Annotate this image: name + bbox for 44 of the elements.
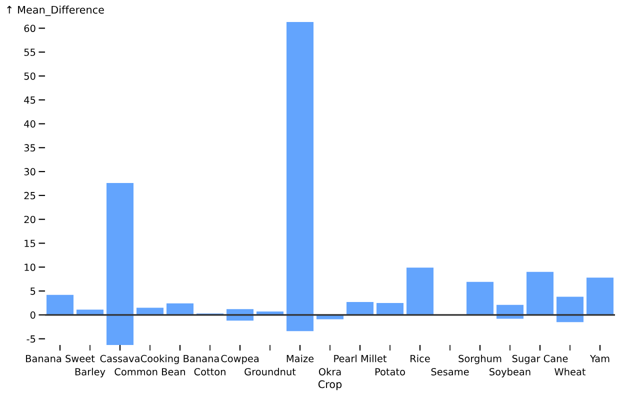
bar bbox=[406, 268, 434, 315]
y-tick-label: 45 bbox=[24, 96, 36, 104]
x-tick-label: Okra bbox=[318, 368, 341, 376]
x-tick-label: Wheat bbox=[554, 368, 586, 376]
bar bbox=[586, 278, 614, 315]
x-tick-label: Soybean bbox=[490, 368, 530, 378]
x-tick-label: Maize bbox=[286, 354, 314, 362]
x-tick-label: Yam bbox=[590, 355, 610, 362]
bar bbox=[496, 304, 524, 315]
x-tick-label: Sorghum bbox=[458, 354, 502, 364]
x-tick-label: Sugar Cane bbox=[512, 354, 568, 364]
y-tick-label: 0 bbox=[30, 311, 36, 319]
x-tick-label: Cooking Banana bbox=[140, 354, 219, 364]
y-tick-label: -5 bbox=[26, 335, 36, 343]
x-tick-label: Barley bbox=[75, 368, 106, 378]
x-tick-label: Cassava bbox=[100, 354, 140, 362]
y-tick-label: 50 bbox=[24, 72, 36, 80]
x-tick-label: Pearl Millet bbox=[334, 354, 387, 362]
y-tick-label: 20 bbox=[24, 216, 36, 224]
y-tick-label: 5 bbox=[30, 288, 36, 295]
x-tick-label: Common Bean bbox=[114, 368, 185, 376]
x-tick-label: Cotton bbox=[194, 368, 226, 376]
x-tick-label: Banana Sweet bbox=[26, 354, 95, 362]
y-tick-label: 40 bbox=[24, 120, 36, 128]
y-tick-label: 15 bbox=[24, 240, 36, 248]
x-tick-label: Potato bbox=[375, 368, 405, 376]
bar bbox=[166, 303, 194, 315]
y-tick-label: 60 bbox=[24, 24, 36, 32]
y-tick-label: 10 bbox=[24, 264, 36, 271]
y-axis-title: ↑ Mean_Difference bbox=[7, 6, 104, 16]
y-tick-label: 55 bbox=[24, 48, 36, 56]
bar bbox=[526, 272, 554, 315]
bar bbox=[46, 294, 74, 315]
bar bbox=[376, 302, 404, 315]
x-tick-label: Cowpea bbox=[221, 354, 259, 364]
x-tick-label: Rice bbox=[410, 354, 430, 362]
y-tick-label: 35 bbox=[24, 144, 36, 152]
y-tick-label: 30 bbox=[24, 168, 36, 176]
bar bbox=[346, 302, 374, 315]
x-tick-label: Sesame bbox=[431, 368, 469, 376]
bar bbox=[466, 282, 494, 315]
y-tick-label: 25 bbox=[24, 192, 36, 200]
x-tick-label: Groundnut bbox=[244, 368, 296, 376]
x-axis-title: Crop bbox=[318, 380, 342, 390]
